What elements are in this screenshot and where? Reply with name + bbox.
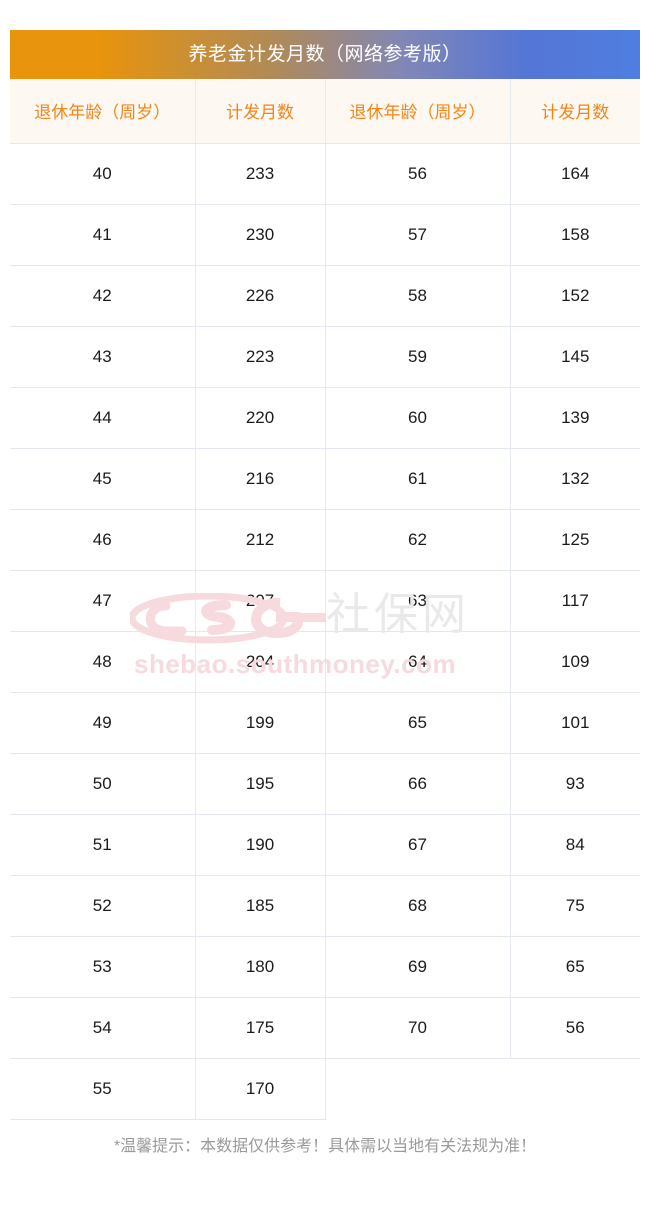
table-row: 53 180 69 65 bbox=[10, 936, 640, 998]
table-cell: 70 bbox=[325, 997, 511, 1059]
table-cell: 230 bbox=[195, 204, 326, 266]
table-cell: 132 bbox=[510, 448, 640, 510]
table-row: 45 216 61 132 bbox=[10, 448, 640, 510]
table-cell: 185 bbox=[195, 875, 326, 937]
table-cell: 117 bbox=[510, 570, 640, 632]
table-header-row: 退休年龄（周岁） 计发月数 退休年龄（周岁） 计发月数 bbox=[10, 79, 640, 144]
table-cell: 152 bbox=[510, 265, 640, 327]
table-cell: 164 bbox=[510, 143, 640, 205]
table-cell: 68 bbox=[325, 875, 511, 937]
pension-table-container: 养老金计发月数（网络参考版） 退休年龄（周岁） 计发月数 退休年龄（周岁） 计发… bbox=[10, 30, 640, 1120]
table-cell: 220 bbox=[195, 387, 326, 449]
table-row: 50 195 66 93 bbox=[10, 753, 640, 815]
table-cell: 40 bbox=[10, 143, 196, 205]
table-row: 44 220 60 139 bbox=[10, 387, 640, 449]
table-row: 42 226 58 152 bbox=[10, 265, 640, 327]
table-row: 41 230 57 158 bbox=[10, 204, 640, 266]
table-row: 52 185 68 75 bbox=[10, 875, 640, 937]
table-cell: 84 bbox=[510, 814, 640, 876]
column-header-retirement-age-right: 退休年龄（周岁） bbox=[325, 79, 511, 144]
table-cell: 46 bbox=[10, 509, 196, 571]
table-row: 49 199 65 101 bbox=[10, 692, 640, 754]
table-cell: 43 bbox=[10, 326, 196, 388]
table-header: 退休年龄（周岁） 计发月数 退休年龄（周岁） 计发月数 bbox=[10, 79, 640, 144]
pension-months-table: 退休年龄（周岁） 计发月数 退休年龄（周岁） 计发月数 40 233 56 164 41… bbox=[10, 79, 640, 1120]
table-cell: 63 bbox=[325, 570, 511, 632]
table-body: 40 233 56 164 41 230 57 158 42 226 58 152 43 223 59 145… bbox=[10, 143, 640, 1120]
table-cell: 180 bbox=[195, 936, 326, 998]
table-cell: 226 bbox=[195, 265, 326, 327]
table-cell-empty bbox=[325, 1058, 510, 1119]
table-cell: 139 bbox=[510, 387, 640, 449]
table-cell: 66 bbox=[325, 753, 511, 815]
table-row: 54 175 70 56 bbox=[10, 997, 640, 1059]
table-cell: 64 bbox=[325, 631, 511, 693]
column-header-retirement-age-left: 退休年龄（周岁） bbox=[10, 79, 196, 144]
table-cell: 41 bbox=[10, 204, 196, 266]
table-cell: 233 bbox=[195, 143, 326, 205]
table-cell: 145 bbox=[510, 326, 640, 388]
table-cell: 50 bbox=[10, 753, 196, 815]
column-header-months-right: 计发月数 bbox=[510, 79, 640, 144]
table-cell: 42 bbox=[10, 265, 196, 327]
table-cell: 54 bbox=[10, 997, 196, 1059]
table-cell: 61 bbox=[325, 448, 511, 510]
table-cell: 207 bbox=[195, 570, 326, 632]
table-cell: 52 bbox=[10, 875, 196, 937]
table-cell: 56 bbox=[510, 997, 640, 1059]
table-cell: 93 bbox=[510, 753, 640, 815]
table-cell: 55 bbox=[10, 1058, 196, 1120]
table-cell: 75 bbox=[510, 875, 640, 937]
table-cell: 69 bbox=[325, 936, 511, 998]
table-row: 55 170 bbox=[10, 1058, 640, 1120]
table-cell: 204 bbox=[195, 631, 326, 693]
table-cell: 59 bbox=[325, 326, 511, 388]
table-cell: 60 bbox=[325, 387, 511, 449]
table-cell: 223 bbox=[195, 326, 326, 388]
table-row: 51 190 67 84 bbox=[10, 814, 640, 876]
table-row: 43 223 59 145 bbox=[10, 326, 640, 388]
table-cell: 51 bbox=[10, 814, 196, 876]
table-cell: 67 bbox=[325, 814, 511, 876]
table-cell: 57 bbox=[325, 204, 511, 266]
table-row: 48 204 64 109 bbox=[10, 631, 640, 693]
table-cell: 125 bbox=[510, 509, 640, 571]
column-header-months-left: 计发月数 bbox=[195, 79, 326, 144]
table-cell: 53 bbox=[10, 936, 196, 998]
table-cell: 65 bbox=[325, 692, 511, 754]
table-cell: 47 bbox=[10, 570, 196, 632]
table-title: 养老金计发月数（网络参考版） bbox=[10, 30, 640, 79]
table-cell: 58 bbox=[325, 265, 511, 327]
table-cell: 101 bbox=[510, 692, 640, 754]
table-cell: 170 bbox=[195, 1058, 326, 1120]
table-row: 47 207 63 117 bbox=[10, 570, 640, 632]
table-cell: 195 bbox=[195, 753, 326, 815]
table-cell: 212 bbox=[195, 509, 326, 571]
footer-disclaimer: *温馨提示：本数据仅供参考！具体需以当地有关法规为准！ bbox=[113, 1138, 537, 1155]
table-cell: 190 bbox=[195, 814, 326, 876]
table-row: 40 233 56 164 bbox=[10, 143, 640, 205]
table-cell: 216 bbox=[195, 448, 326, 510]
table-cell: 199 bbox=[195, 692, 326, 754]
table-cell: 175 bbox=[195, 997, 326, 1059]
table-cell: 49 bbox=[10, 692, 196, 754]
table-cell: 158 bbox=[510, 204, 640, 266]
table-cell: 48 bbox=[10, 631, 196, 693]
table-cell: 56 bbox=[325, 143, 511, 205]
table-cell: 45 bbox=[10, 448, 196, 510]
table-cell-empty bbox=[510, 1058, 640, 1119]
table-cell: 65 bbox=[510, 936, 640, 998]
table-row: 46 212 62 125 bbox=[10, 509, 640, 571]
table-cell: 62 bbox=[325, 509, 511, 571]
table-cell: 44 bbox=[10, 387, 196, 449]
table-cell: 109 bbox=[510, 631, 640, 693]
